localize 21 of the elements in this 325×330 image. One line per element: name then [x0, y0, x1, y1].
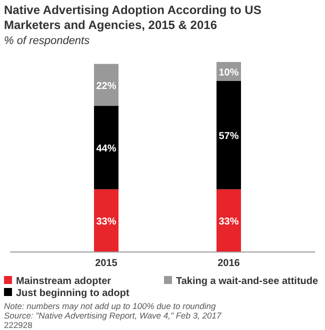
bar	[94, 64, 118, 106]
chart-title: Native Advertising Adoption According to US Marketers and Agencies, 2015 & 2016	[4, 3, 262, 32]
text: 222928	[4, 320, 33, 330]
data-label: 10%	[218, 68, 239, 78]
text: Note: numbers may not add up to 100% due to rounding	[4, 301, 216, 311]
data-label: 33%	[218, 216, 239, 228]
legend-label: Just beginning to adopt	[16, 288, 130, 299]
source-note: Source: "Native Advertising Report, Wave 4," Feb 3, 2017	[4, 310, 222, 320]
bar	[216, 81, 241, 190]
data-label: 44%	[96, 144, 116, 154]
data-label: 22%	[96, 80, 116, 92]
chart-subtitle: % of respondents	[4, 35, 90, 47]
bar	[216, 189, 241, 252]
legend-label: Taking a wait-and-see attitude	[176, 276, 318, 287]
legend-label: Mainstream adopter	[16, 276, 112, 287]
bar	[94, 189, 118, 252]
x-tick-label: 2015	[95, 258, 118, 269]
data-label: 57%	[218, 131, 239, 142]
bar	[94, 106, 118, 190]
x-tick-label: 2016	[218, 258, 240, 269]
data-label: 33%	[96, 216, 116, 228]
